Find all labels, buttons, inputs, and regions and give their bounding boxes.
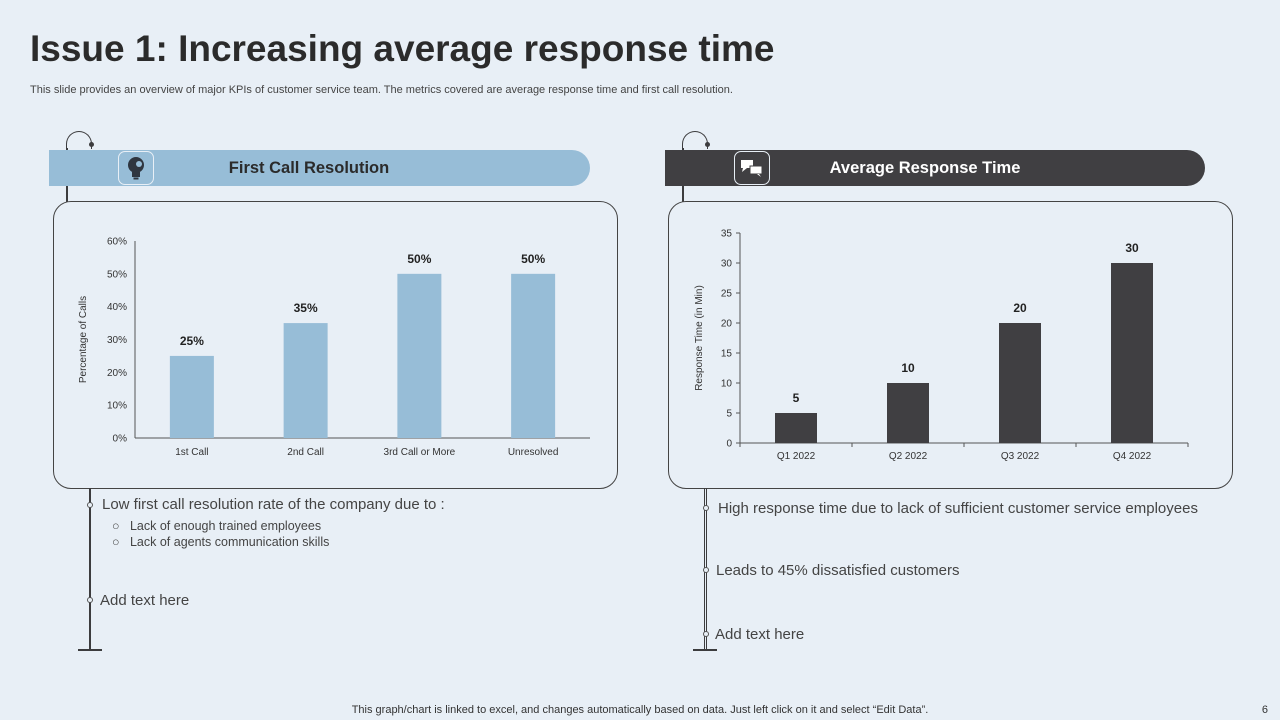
timeline-node	[703, 567, 709, 573]
footer-note: This graph/chart is linked to excel, and…	[351, 704, 929, 716]
panel-heading: Average Response Time	[829, 159, 1021, 177]
page-number: 6	[1261, 704, 1268, 716]
average-response-time-header: Average Response Time	[665, 150, 1205, 186]
timeline-node	[703, 631, 709, 637]
connector-hook	[682, 131, 708, 149]
bullet-text: Add text here	[100, 592, 190, 609]
first-call-resolution-header: First Call Resolution	[49, 150, 590, 186]
connector-hook	[66, 131, 92, 149]
sub-bullet: ○ Lack of agents communication skills	[112, 535, 330, 549]
panel-heading: First Call Resolution	[228, 159, 390, 177]
timeline-base	[693, 649, 717, 651]
page-subtitle: This slide provides an overview of major…	[30, 84, 733, 96]
timeline-line	[89, 488, 91, 650]
sub-bullet-text: Lack of agents communication skills	[129, 535, 330, 549]
timeline-node	[87, 502, 93, 508]
bullet-text: Low first call resolution rate of the co…	[102, 496, 445, 513]
first-call-resolution-chart-card	[53, 201, 618, 489]
timeline-node	[703, 505, 709, 511]
timeline-node	[87, 597, 93, 603]
page-title: Issue 1: Increasing average response tim…	[30, 28, 775, 69]
bullet-text: Add text here	[715, 626, 805, 643]
connector-dot	[705, 142, 710, 147]
average-response-time-chart-card	[668, 201, 1233, 489]
timeline-base	[78, 649, 102, 651]
sub-bullet-text: Lack of enough trained employees	[129, 519, 322, 533]
bullet-text: Leads to 45% dissatisfied customers	[716, 562, 960, 579]
bullet-text: High response time due to lack of suffic…	[718, 500, 1198, 517]
lightbulb-gear-icon	[118, 151, 154, 185]
sub-bullet: ○ Lack of enough trained employees	[112, 519, 322, 533]
chat-bubbles-icon	[734, 151, 770, 185]
connector-dot	[89, 142, 94, 147]
